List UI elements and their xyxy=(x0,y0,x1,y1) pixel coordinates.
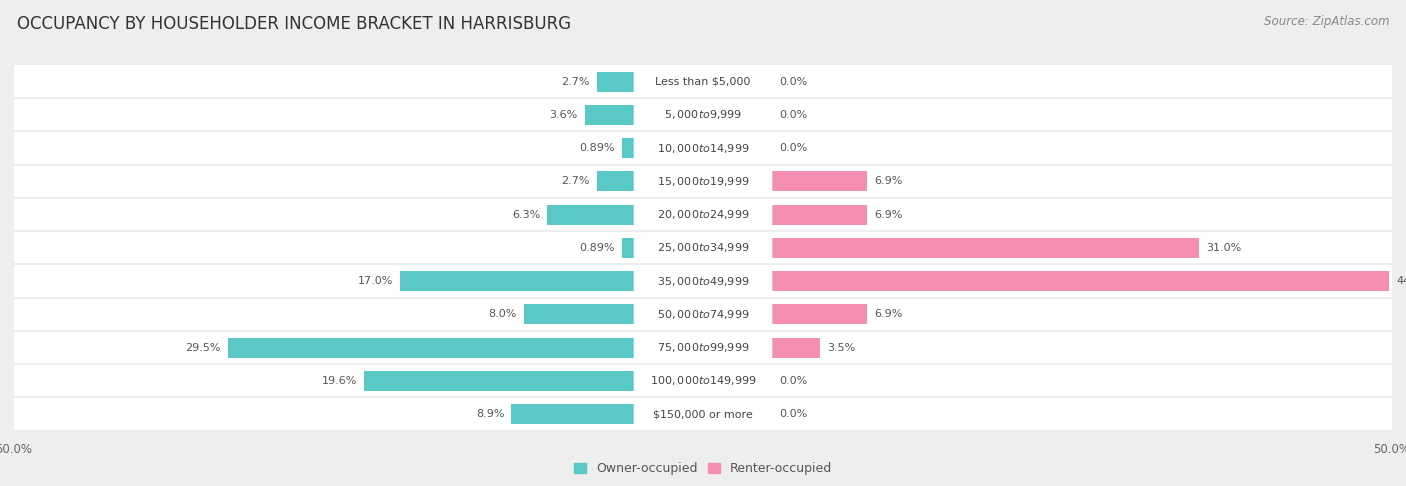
Text: $100,000 to $149,999: $100,000 to $149,999 xyxy=(650,374,756,387)
Bar xyxy=(772,238,1199,258)
Bar xyxy=(364,371,634,391)
Bar xyxy=(772,304,868,324)
Bar xyxy=(14,231,1392,264)
Text: 8.0%: 8.0% xyxy=(489,310,517,319)
FancyBboxPatch shape xyxy=(634,237,772,259)
Text: 3.5%: 3.5% xyxy=(827,343,855,353)
FancyBboxPatch shape xyxy=(634,370,772,392)
Text: 0.0%: 0.0% xyxy=(779,409,807,419)
FancyBboxPatch shape xyxy=(634,104,772,126)
Text: 8.9%: 8.9% xyxy=(477,409,505,419)
Bar xyxy=(772,172,868,191)
Bar xyxy=(399,271,634,291)
Text: $10,000 to $14,999: $10,000 to $14,999 xyxy=(657,141,749,155)
Bar xyxy=(772,271,1389,291)
FancyBboxPatch shape xyxy=(634,70,772,92)
Text: Less than $5,000: Less than $5,000 xyxy=(655,77,751,87)
Bar xyxy=(512,404,634,424)
Bar xyxy=(585,105,634,125)
Text: $5,000 to $9,999: $5,000 to $9,999 xyxy=(664,108,742,122)
Bar xyxy=(772,205,868,225)
Text: 0.89%: 0.89% xyxy=(579,243,614,253)
Text: 2.7%: 2.7% xyxy=(561,176,591,186)
Text: $50,000 to $74,999: $50,000 to $74,999 xyxy=(657,308,749,321)
Text: 44.8%: 44.8% xyxy=(1396,276,1406,286)
Text: Source: ZipAtlas.com: Source: ZipAtlas.com xyxy=(1264,15,1389,28)
Text: 0.0%: 0.0% xyxy=(779,77,807,87)
Bar xyxy=(547,205,634,225)
Text: 17.0%: 17.0% xyxy=(357,276,392,286)
Bar xyxy=(228,338,634,358)
FancyBboxPatch shape xyxy=(634,137,772,159)
Bar xyxy=(14,65,1392,98)
Bar xyxy=(14,298,1392,331)
Text: 6.9%: 6.9% xyxy=(875,176,903,186)
FancyBboxPatch shape xyxy=(634,337,772,359)
Text: 2.7%: 2.7% xyxy=(561,77,591,87)
Text: 6.9%: 6.9% xyxy=(875,310,903,319)
Text: 19.6%: 19.6% xyxy=(322,376,357,386)
Text: 3.6%: 3.6% xyxy=(550,110,578,120)
Text: $25,000 to $34,999: $25,000 to $34,999 xyxy=(657,242,749,254)
Text: 0.0%: 0.0% xyxy=(779,110,807,120)
Bar xyxy=(524,304,634,324)
Text: 6.3%: 6.3% xyxy=(512,209,540,220)
FancyBboxPatch shape xyxy=(634,204,772,226)
Text: 0.89%: 0.89% xyxy=(579,143,614,153)
Bar xyxy=(14,98,1392,132)
FancyBboxPatch shape xyxy=(634,171,772,192)
Bar xyxy=(772,338,820,358)
Text: 0.0%: 0.0% xyxy=(779,143,807,153)
Bar xyxy=(598,172,634,191)
Text: 0.0%: 0.0% xyxy=(779,376,807,386)
Bar xyxy=(14,198,1392,231)
Bar xyxy=(621,138,634,158)
Text: 31.0%: 31.0% xyxy=(1206,243,1241,253)
Text: $20,000 to $24,999: $20,000 to $24,999 xyxy=(657,208,749,221)
Text: $35,000 to $49,999: $35,000 to $49,999 xyxy=(657,275,749,288)
Text: $75,000 to $99,999: $75,000 to $99,999 xyxy=(657,341,749,354)
Legend: Owner-occupied, Renter-occupied: Owner-occupied, Renter-occupied xyxy=(568,457,838,481)
Text: $150,000 or more: $150,000 or more xyxy=(654,409,752,419)
Bar xyxy=(14,398,1392,431)
FancyBboxPatch shape xyxy=(634,303,772,325)
FancyBboxPatch shape xyxy=(634,403,772,425)
Bar xyxy=(14,331,1392,364)
Bar xyxy=(14,364,1392,398)
Text: $15,000 to $19,999: $15,000 to $19,999 xyxy=(657,175,749,188)
Bar xyxy=(14,132,1392,165)
Bar xyxy=(14,165,1392,198)
Text: OCCUPANCY BY HOUSEHOLDER INCOME BRACKET IN HARRISBURG: OCCUPANCY BY HOUSEHOLDER INCOME BRACKET … xyxy=(17,15,571,33)
Bar xyxy=(621,238,634,258)
FancyBboxPatch shape xyxy=(634,270,772,292)
Text: 29.5%: 29.5% xyxy=(186,343,221,353)
Text: 6.9%: 6.9% xyxy=(875,209,903,220)
Bar xyxy=(598,71,634,91)
Bar xyxy=(14,264,1392,298)
